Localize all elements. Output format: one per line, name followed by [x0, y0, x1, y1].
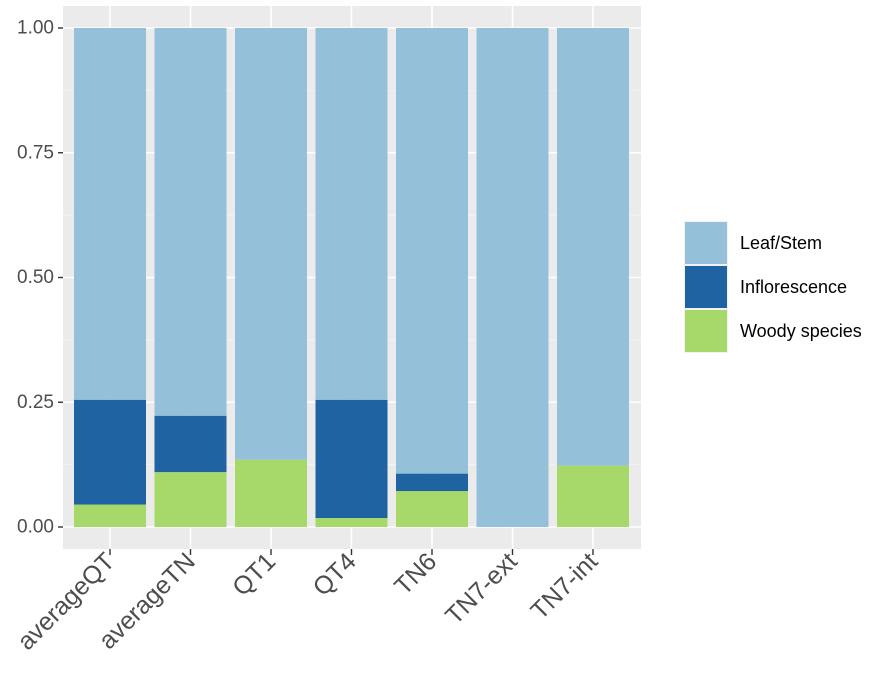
x-tick-label: TN6	[389, 547, 442, 600]
legend-swatch-inflorescence	[685, 266, 727, 308]
bar-woody-species-tn6	[396, 491, 468, 527]
legend-swatch-woody-species	[685, 310, 727, 352]
y-tick-label: 1.00	[17, 18, 54, 39]
bar-inflorescence-averagetn	[154, 415, 227, 473]
bar-leaf-stem-averageqt	[74, 28, 146, 400]
bar-leaf-stem-tn7-ext	[476, 28, 549, 527]
legend: Leaf/Stem Inflorescence Woody species	[684, 221, 862, 353]
bar-inflorescence-qt4	[315, 399, 388, 519]
bar-woody-species-qt4	[315, 518, 388, 527]
x-tick-label: TN7-ext	[440, 547, 523, 630]
bar-leaf-stem-qt4	[315, 28, 388, 400]
x-tick-label: QT1	[227, 547, 281, 601]
bar-inflorescence-tn6	[396, 473, 468, 492]
bar-woody-species-qt1	[235, 459, 307, 527]
x-tick-label: TN7-int	[525, 547, 603, 625]
bar-woody-species-averageqt	[74, 504, 146, 527]
y-axis: 0.00 0.25 0.50 0.75 1.00	[17, 18, 63, 538]
bar-leaf-stem-qt1	[235, 28, 307, 460]
bar-woody-species-tn7-int	[557, 465, 629, 527]
bar-leaf-stem-tn7-int	[557, 28, 629, 466]
bar-leaf-stem-tn6	[396, 28, 468, 474]
y-tick-label: 0.00	[17, 517, 54, 538]
bar-woody-species-averagetn	[154, 472, 227, 527]
bar-leaf-stem-averagetn	[154, 28, 227, 416]
legend-label-inflorescence: Inflorescence	[740, 277, 847, 297]
y-tick-label: 0.25	[17, 392, 54, 413]
legend-label-leaf-stem: Leaf/Stem	[740, 233, 822, 253]
legend-label-woody-species: Woody species	[740, 321, 862, 341]
legend-swatch-leaf-stem	[685, 222, 727, 264]
bars	[74, 28, 629, 527]
bar-inflorescence-averageqt	[74, 399, 146, 505]
y-tick-label: 0.75	[17, 142, 54, 163]
y-tick-label: 0.50	[17, 267, 54, 288]
x-tick-label: QT4	[308, 547, 362, 601]
